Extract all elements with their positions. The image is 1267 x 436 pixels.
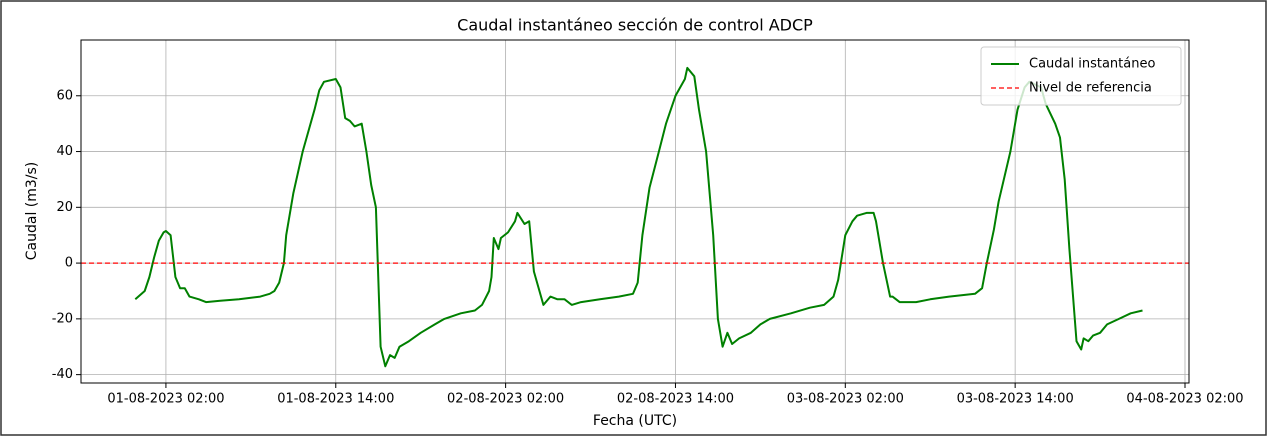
x-tick-label: 03-08-2023 14:00 <box>957 392 1074 407</box>
x-tick-label: 01-08-2023 14:00 <box>277 392 394 407</box>
legend-box <box>980 46 1182 106</box>
y-tick-label: 20 <box>56 200 73 215</box>
legend-label: Nivel de referencia <box>1029 81 1152 96</box>
x-tick-label: 03-08-2023 02:00 <box>787 392 904 407</box>
y-tick-label: 60 <box>56 88 73 103</box>
x-tick-label: 01-08-2023 02:00 <box>107 392 224 407</box>
x-tick-label: 02-08-2023 14:00 <box>617 392 734 407</box>
plot-frame <box>80 39 1190 384</box>
legend-label: Caudal instantáneo <box>1029 57 1155 72</box>
y-tick-label: -40 <box>52 367 73 382</box>
x-tick-label: 02-08-2023 02:00 <box>447 392 564 407</box>
x-tick-label: 04-08-2023 02:00 <box>1126 392 1243 407</box>
y-tick-label: 0 <box>65 256 73 271</box>
data-line <box>134 66 1143 368</box>
y-axis-label: Caudal (m3/s) <box>24 162 40 261</box>
chart-title: Caudal instantáneo sección de control AD… <box>457 16 813 35</box>
x-axis-label: Fecha (UTC) <box>593 413 677 429</box>
y-tick-label: 40 <box>56 144 73 159</box>
y-tick-label: -20 <box>52 311 73 326</box>
